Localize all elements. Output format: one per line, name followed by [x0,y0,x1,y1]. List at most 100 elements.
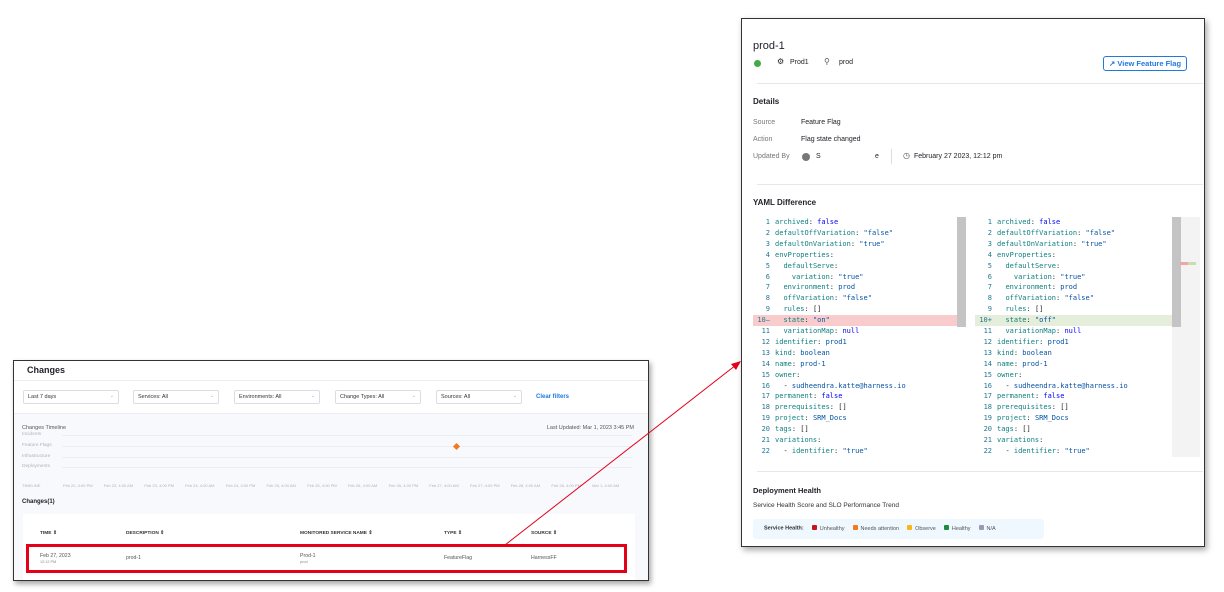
legend-label: Healthy [951,525,971,532]
line-number: 18 [761,403,770,412]
yaml-line: 20 tags: [] [753,424,966,435]
yaml-line: 13 kind: boolean [753,348,966,359]
scrollbar[interactable] [957,217,966,327]
changes-panel: Changes Last 7 days ⌄ Services: All ⌄ Envi… [13,360,649,581]
yaml-text: identifier: prod1 [775,337,847,346]
select-value: Sources: All [441,394,471,400]
yaml-text: - identifier: "true" [1005,446,1090,455]
gear-icon: ⚙ [777,57,785,66]
line-number: 7 [765,283,770,292]
chevron-down-icon: ⌄ [512,393,517,399]
yaml-text: archived: false [775,218,839,226]
yaml-text: rules: [] [1005,305,1044,314]
line-number: 14 [983,359,992,368]
yaml-line: 5 defaultServe: [753,261,966,272]
yaml-text: defaultOnVariation: "true" [775,239,885,248]
timeline-axis-label: Feb 25, 4:00 AM [266,483,296,488]
action-value: Flag state changed [801,136,861,143]
yaml-text: permanent: false [775,392,843,401]
legend-item: Unhealthy [804,525,845,532]
yaml-line: 14 name: prod-1 [753,359,966,370]
yaml-line: 2 defaultOffVariation: "false" [975,228,1181,239]
yaml-line: 4 envProperties: [753,250,966,261]
column-type[interactable]: TYPE ⇕ [444,531,462,536]
change-detail-drawer: prod-1 ⚙ Prod1 ⚲ prod ↗ View Feature Fla… [741,18,1205,547]
legend-item: Observe [899,525,936,532]
yaml-text: defaultServe: [1005,261,1061,270]
legend-label: Unhealthy [819,525,845,532]
line-number: 20 [983,425,992,434]
legend-item: N/A [971,525,996,532]
line-number: 9 [765,305,770,314]
line-number: 7 [987,283,992,292]
yaml-text: prerequisites: [] [997,403,1069,412]
yaml-text: variationMap: null [783,327,860,335]
line-number: 14 [761,359,770,368]
yaml-text: kind: boolean [775,348,830,357]
scrollbar[interactable] [1172,217,1181,327]
column-monitored-service[interactable]: MONITORED SERVICE NAME ⇕ [300,531,372,536]
yaml-text: variation: "true" [791,272,864,281]
timeline-row-feature-flags: Feature Flags [22,443,52,448]
environment-name: prod [839,59,854,66]
action-label: Action [753,136,773,143]
line-number: 20 [761,425,770,434]
line-number: 1 [765,218,770,226]
clear-filters-link[interactable]: Clear filters [536,394,570,400]
yaml-text: environment: prod [1005,283,1078,292]
yaml-line: 13 kind: boolean [975,348,1181,359]
line-number: 15 [761,370,770,379]
sort-icon: ⇕ [160,531,165,536]
line-number: 16 [983,381,992,390]
external-link-icon: ↗ [1109,59,1116,68]
column-description[interactable]: DESCRIPTION ⇕ [126,531,164,536]
line-number: 9 [987,305,992,314]
sources-select[interactable]: Sources: All ⌄ [436,390,522,404]
clock-icon: ◷ [903,151,910,160]
user-avatar-icon [802,153,810,161]
environments-select[interactable]: Environments: All ⌄ [234,390,320,404]
line-number: 6 [987,272,992,281]
yaml-text: project: SRM_Docs [997,414,1069,423]
yaml-line: 9 rules: [] [975,304,1181,315]
timeline-axis-label: Feb 28, 4:00 PM [551,483,581,488]
arrow-line [504,364,737,546]
yaml-text: archived: false [997,218,1061,226]
time-range-select[interactable]: Last 7 days ⌄ [23,390,119,404]
yaml-original: 1 archived: false 2 defaultOffVariation: "f… [753,217,966,457]
row-date: Feb 27, 2023 [40,553,71,559]
timeline-axis-label: Feb 23, 4:00 AM [103,483,134,488]
line-number: 6 [765,272,770,281]
yaml-text: defaultOffVariation: "false" [775,228,894,237]
legend-swatch [978,525,984,530]
yaml-line: 18 prerequisites: [] [975,402,1181,413]
line-number: 11 [761,327,770,335]
table-row[interactable]: Feb 27, 2023 12:12 PM prod-1 Prod-1 prod… [23,546,635,574]
yaml-line: 20 tags: [] [975,424,1181,435]
line-number: 15 [983,370,992,379]
column-source[interactable]: SOURCE ⇕ [531,531,557,536]
services-select[interactable]: Services: All ⌄ [133,390,219,404]
yaml-line: 8 offVariation: "false" [753,293,966,304]
legend-item: Healthy [936,525,971,532]
view-feature-flag-button[interactable]: ↗ View Feature Flag [1103,56,1188,71]
chevron-down-icon: ⌄ [209,393,214,399]
yaml-line: 12 identifier: prod1 [975,337,1181,348]
yaml-text: state: "off" [1005,316,1057,325]
timeline-row-deployments: Deployments [22,464,50,469]
deployment-health-heading: Deployment Health [753,486,821,495]
changes-count: Changes(1) [22,499,55,505]
timeline-axis-label: Feb 24, 4:00 PM [225,483,256,488]
change-types-select[interactable]: Change Types: All ⌄ [335,390,421,404]
yaml-line: 11 variationMap: null [975,326,1181,337]
yaml-line: 11 variationMap: null [753,326,966,337]
yaml-line: 12 identifier: prod1 [753,337,966,348]
line-number: 4 [765,250,770,259]
timeline-row-incidents: Incidents [22,432,42,437]
line-number: 22 [983,446,992,455]
line-number: 13 [761,348,770,357]
legend-swatch [943,525,949,530]
column-time[interactable]: TIME ⇕ [40,531,57,536]
divider [14,380,648,381]
timeline-axis-label: Feb 27, 4:00 PM [470,483,500,488]
